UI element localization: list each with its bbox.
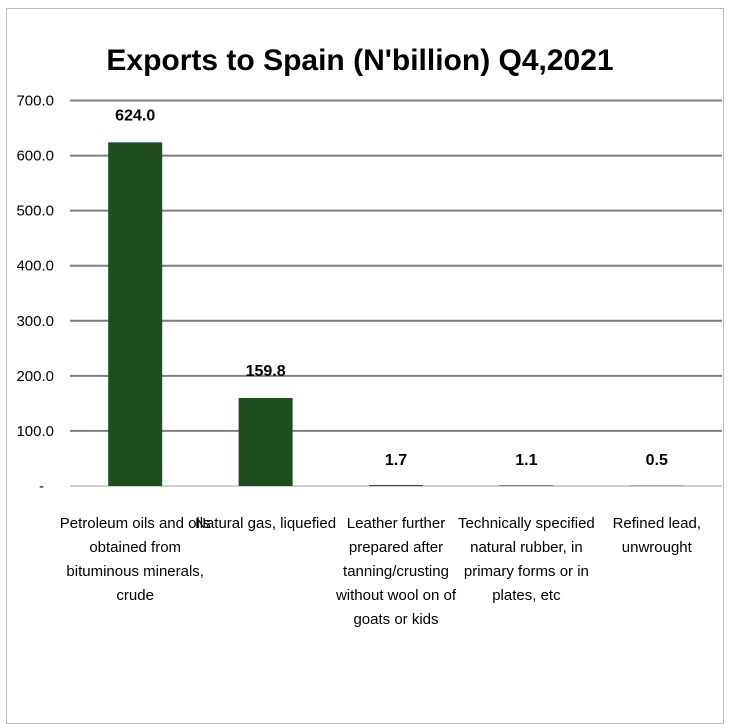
data-label: 624.0	[115, 107, 155, 124]
x-tick-label: Technically specified natural rubber, in p…	[458, 515, 595, 604]
data-label: 0.5	[646, 452, 668, 469]
y-tick-label: 600.0	[16, 148, 54, 165]
gridlines	[70, 99, 722, 487]
bar	[369, 485, 423, 486]
x-tick-label: Petroleum oils and oils obtained from bitu…	[60, 515, 211, 604]
y-tick-label: 500.0	[16, 203, 54, 220]
data-labels: 624.0 159.8 1.7 1.1 0.5	[115, 107, 668, 469]
y-tick-label: 400.0	[16, 258, 54, 275]
x-tick-label: Leather further prepared after tanning/cru…	[335, 515, 457, 628]
y-tick-label: 700.0	[16, 93, 54, 110]
y-tick-label: -	[39, 478, 44, 495]
x-tick-label: Refined lead, unwrought	[613, 515, 701, 556]
data-label: 159.8	[246, 363, 286, 380]
data-label: 1.7	[385, 452, 407, 469]
y-tick-label: 300.0	[16, 313, 54, 330]
bar	[108, 142, 163, 486]
bar	[238, 397, 293, 486]
bars	[108, 142, 684, 486]
data-label: 1.1	[515, 452, 537, 469]
y-tick-label: 100.0	[16, 423, 54, 440]
x-axis-ticks: Petroleum oils and oils obtained from bitu…	[60, 515, 701, 628]
bar	[499, 485, 554, 486]
chart-title: Exports to Spain (N'billion) Q4,2021	[106, 44, 613, 77]
y-tick-label: 200.0	[16, 368, 54, 385]
y-axis-ticks: - 100.0 200.0 300.0 400.0 500.0 600.0 700.0	[16, 93, 54, 496]
x-tick-label: Natural gas, liquefied	[195, 515, 336, 532]
